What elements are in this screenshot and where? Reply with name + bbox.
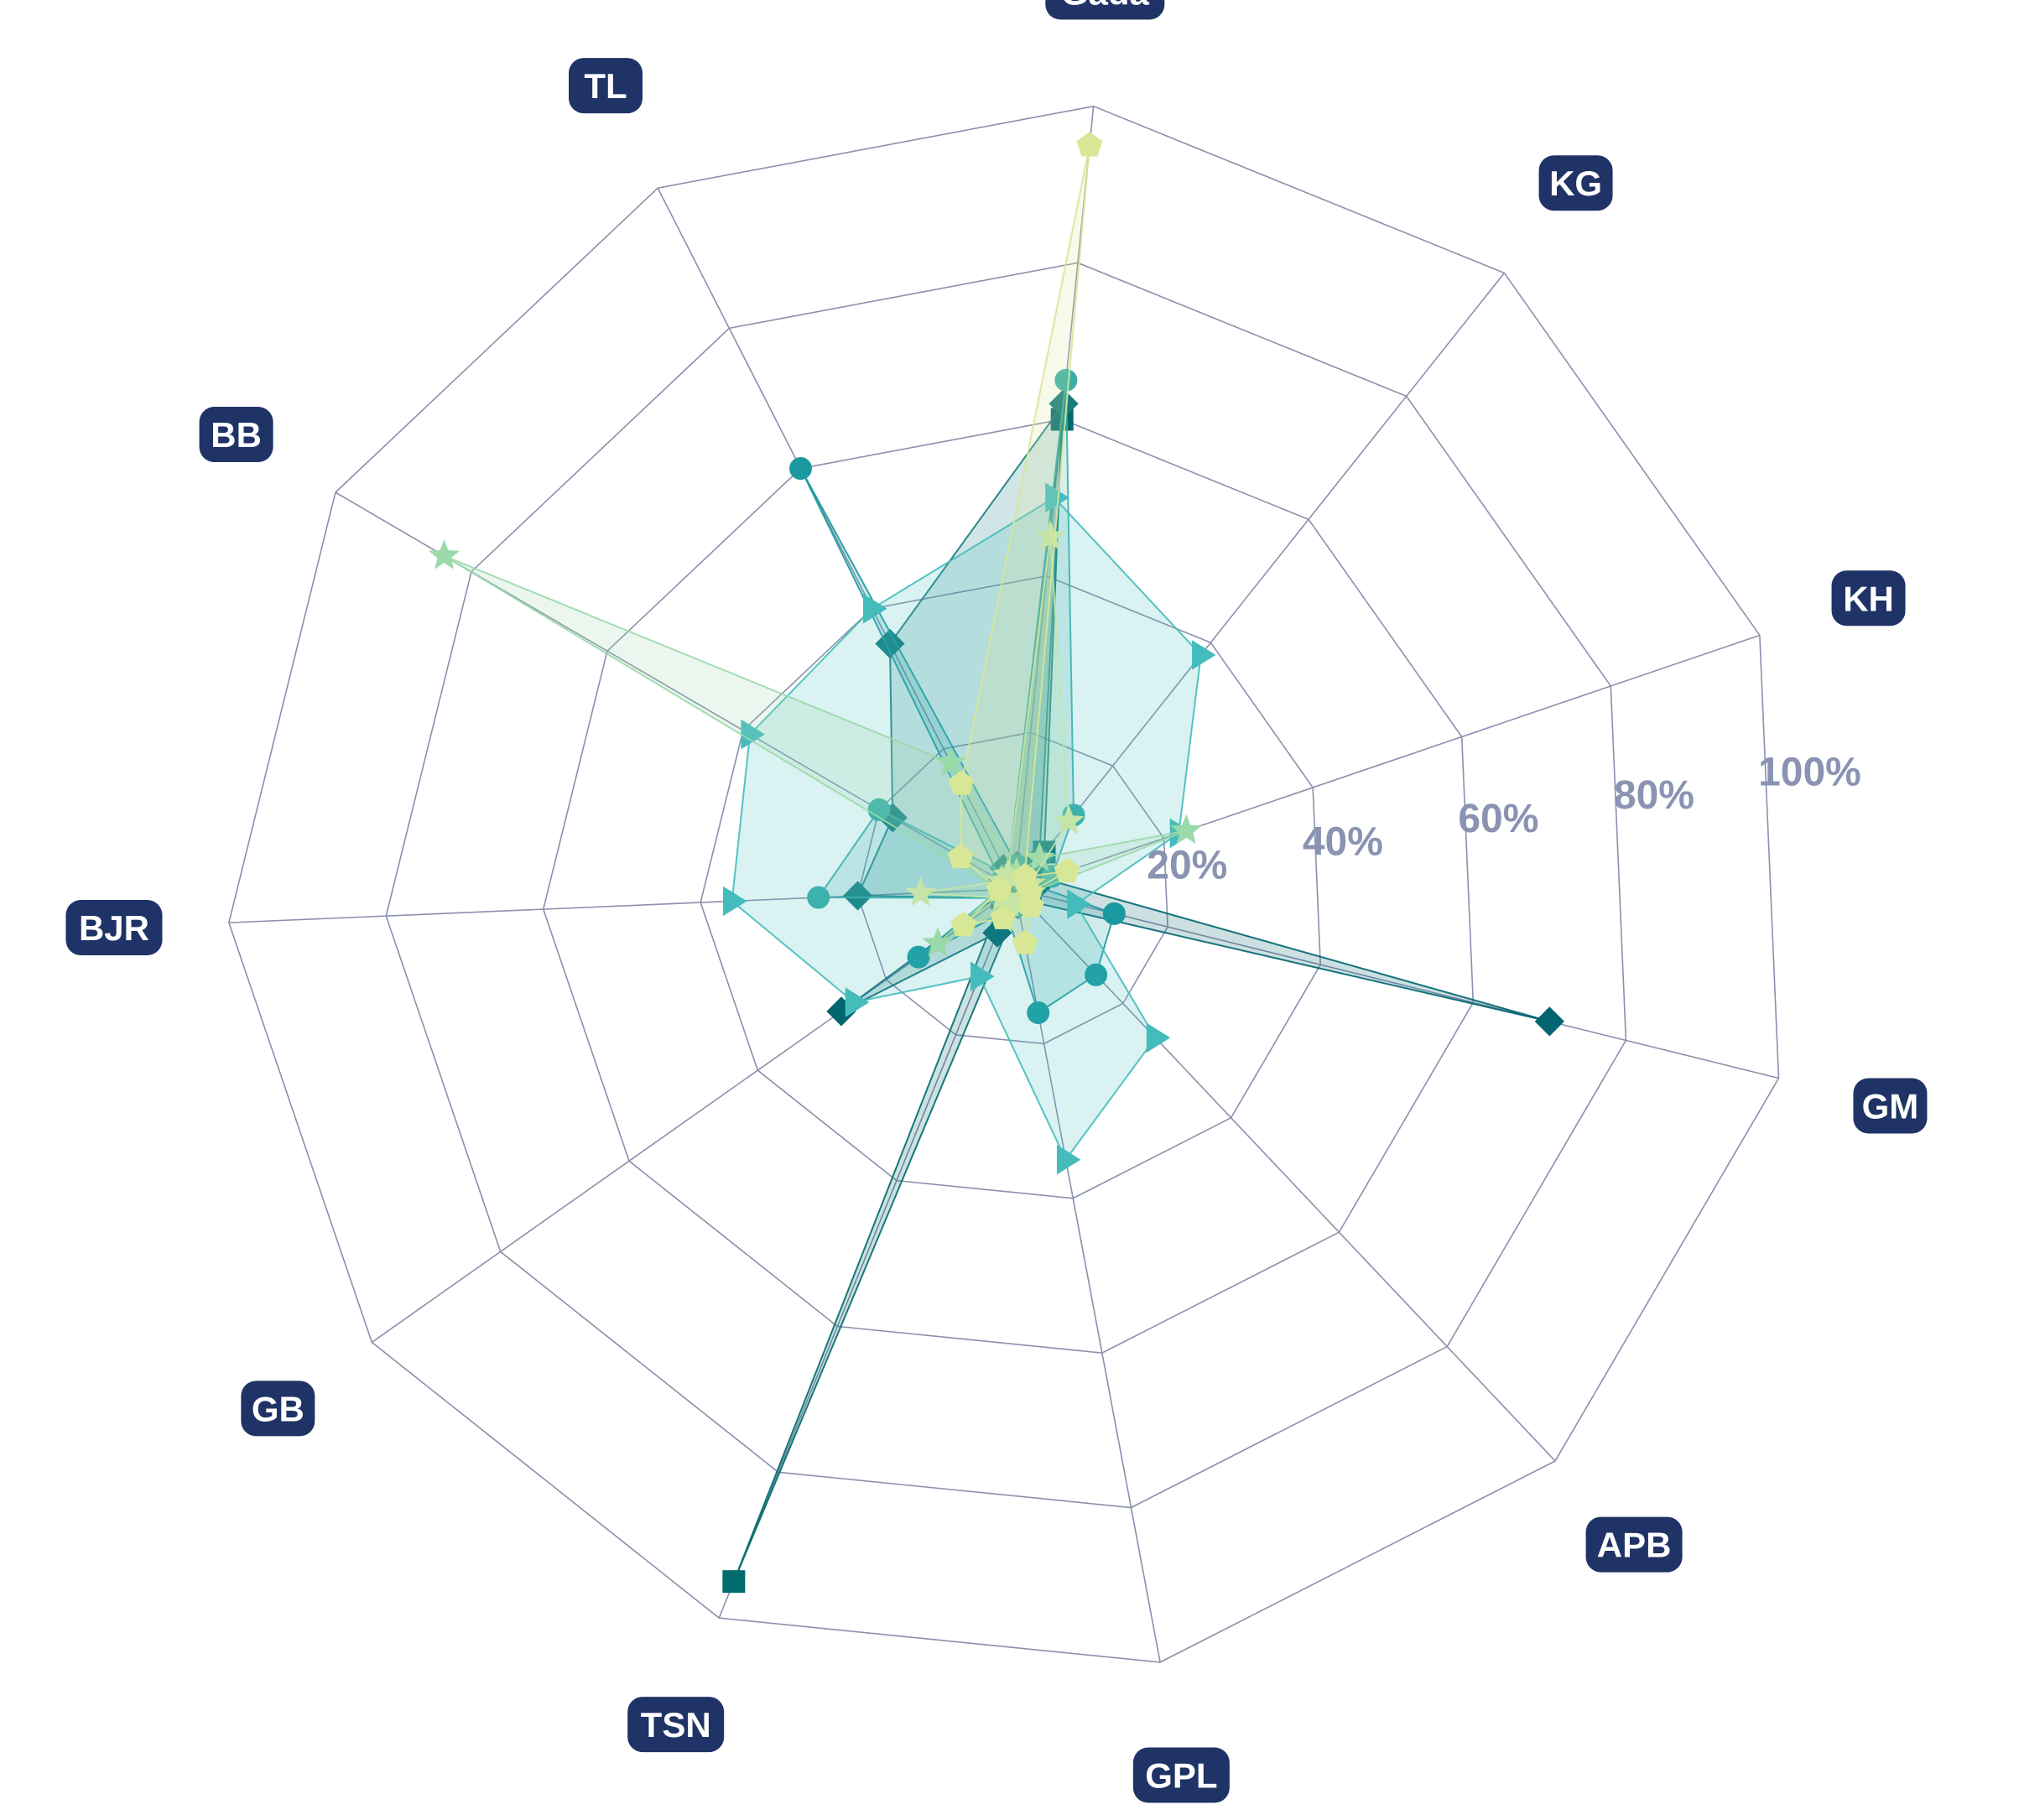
category-label-text: KH <box>1843 579 1894 618</box>
category-label-BJR: BJR <box>65 900 162 955</box>
series-9-point-Gada <box>1077 133 1102 156</box>
category-label-KG: KG <box>1539 155 1613 211</box>
category-label-BB: BB <box>200 407 273 462</box>
category-label-GM: GM <box>1853 1078 1927 1133</box>
series-1-point-GM <box>1535 1007 1564 1036</box>
category-label-Gada: Gada <box>1045 0 1164 19</box>
series-2-point-TSN <box>723 1571 745 1593</box>
category-label-text: TSN <box>641 1705 711 1745</box>
category-label-KH: KH <box>1832 570 1906 626</box>
category-label-text: BJR <box>79 908 149 948</box>
category-label-GB: GB <box>241 1381 315 1436</box>
radial-tick-label: 20% <box>1147 843 1227 887</box>
radial-tick-label: 40% <box>1303 820 1383 865</box>
radial-tick-label: 100% <box>1758 750 1861 794</box>
category-label-text: BB <box>211 415 262 455</box>
series-4-point-TL <box>790 458 812 480</box>
series-7-point-BB <box>429 541 459 569</box>
category-label-TL: TL <box>569 58 643 113</box>
category-label-TSN: TSN <box>627 1697 724 1752</box>
category-label-text: GM <box>1862 1086 1919 1126</box>
series-4-point-GM <box>1103 902 1125 924</box>
category-label-text: KG <box>1549 164 1602 203</box>
radial-tick-label: 60% <box>1458 797 1538 841</box>
radial-tick-labels: 20% 40% 60% 80% 100% <box>1147 750 1861 887</box>
category-label-text: APB <box>1597 1526 1672 1565</box>
radial-tick-label: 80% <box>1614 773 1694 818</box>
category-label-APB: APB <box>1586 1517 1683 1573</box>
series-6-point-APB <box>1147 1023 1169 1052</box>
category-label-text: Gada <box>1061 0 1150 12</box>
category-label-text: GB <box>252 1389 304 1428</box>
category-label-GPL: GPL <box>1133 1748 1230 1803</box>
category-label-text: TL <box>584 66 627 106</box>
category-label-text: GPL <box>1145 1756 1217 1796</box>
